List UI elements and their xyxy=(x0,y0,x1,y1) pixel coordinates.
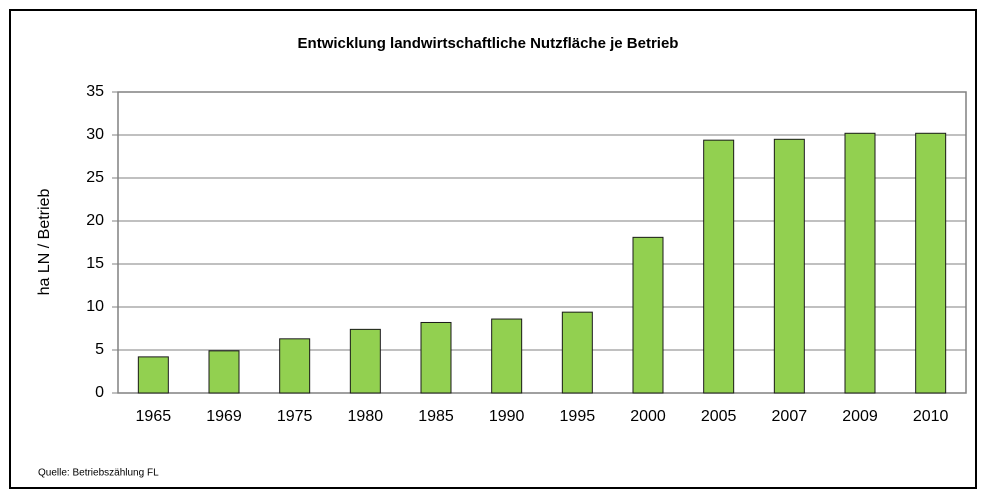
source-note: Quelle: Betriebszählung FL xyxy=(38,468,159,479)
plot-border xyxy=(117,91,967,394)
bar xyxy=(137,356,169,394)
bar xyxy=(632,236,664,394)
x-tick-label: 2010 xyxy=(913,408,949,425)
x-tick-label: 1985 xyxy=(418,408,454,425)
x-tick-label: 1969 xyxy=(206,408,242,425)
x-tick-label: 2007 xyxy=(772,408,808,425)
x-tick-label: 1990 xyxy=(489,408,525,425)
bar xyxy=(208,350,240,394)
bar xyxy=(915,132,947,394)
bar xyxy=(491,318,523,394)
y-tick-label: 15 xyxy=(86,255,104,272)
y-axis-label: ha LN / Betrieb xyxy=(36,189,53,296)
x-tick-label: 1975 xyxy=(277,408,313,425)
chart-title: Entwicklung landwirtschaftliche Nutzfläc… xyxy=(298,35,679,52)
bar xyxy=(773,138,805,394)
x-tick-label: 1995 xyxy=(560,408,596,425)
bar xyxy=(703,139,735,394)
x-tick-label: 2009 xyxy=(842,408,878,425)
y-tick-label: 10 xyxy=(86,298,104,315)
bar xyxy=(844,132,876,394)
y-tick-label: 25 xyxy=(86,169,104,186)
x-tick-label: 1980 xyxy=(348,408,384,425)
y-tick-label: 30 xyxy=(86,126,104,143)
y-tick-label: 35 xyxy=(86,83,104,100)
bar xyxy=(420,321,452,394)
y-tick-label: 5 xyxy=(95,341,104,358)
bar xyxy=(279,338,311,394)
y-tick-label: 0 xyxy=(95,384,104,401)
x-tick-label: 2005 xyxy=(701,408,737,425)
x-tick-label: 2000 xyxy=(630,408,666,425)
y-tick-label: 20 xyxy=(86,212,104,229)
chart-border xyxy=(9,9,977,489)
x-tick-label: 1965 xyxy=(136,408,172,425)
bar xyxy=(349,328,381,394)
bar xyxy=(561,311,593,394)
